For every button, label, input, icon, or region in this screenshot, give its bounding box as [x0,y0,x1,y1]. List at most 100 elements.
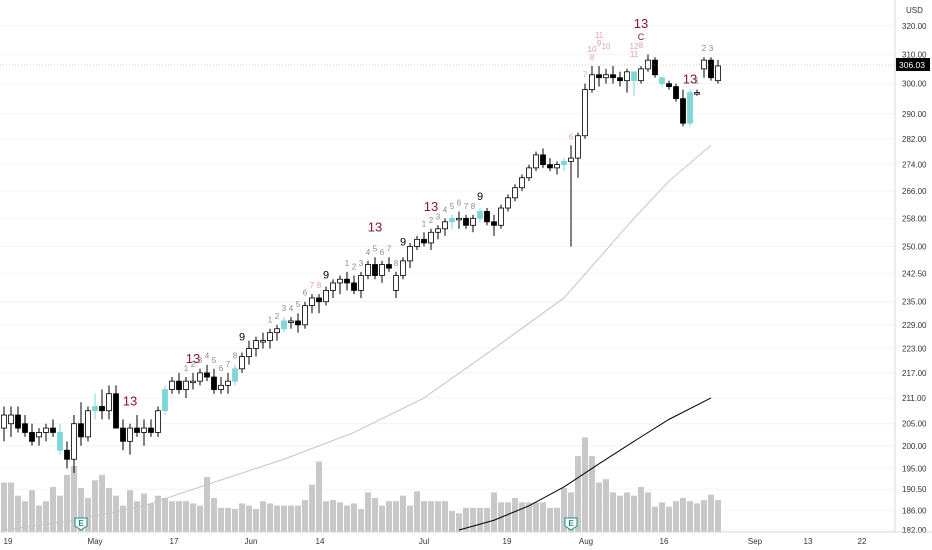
candle[interactable] [183,377,189,398]
candle[interactable] [358,271,364,298]
candle[interactable] [645,54,651,72]
candle[interactable] [407,242,413,269]
candle[interactable] [519,174,525,192]
candle[interactable] [57,423,63,455]
candle[interactable] [344,271,350,291]
candle[interactable] [393,271,399,298]
candle[interactable] [638,65,644,84]
candle[interactable] [526,164,532,182]
candle[interactable] [540,148,546,168]
candle[interactable] [603,68,609,84]
candle[interactable] [232,364,238,386]
candle[interactable] [442,218,448,236]
candle[interactable] [491,214,497,236]
candle[interactable] [533,151,539,172]
candlesticks[interactable] [1,54,721,473]
candle[interactable] [204,364,210,382]
candle[interactable] [337,275,343,295]
candle[interactable] [596,65,602,87]
candle[interactable] [575,132,581,178]
candle[interactable] [715,60,721,84]
candle[interactable] [421,232,427,247]
candle[interactable] [288,317,294,329]
candle[interactable] [309,294,315,314]
candle[interactable] [281,317,287,333]
candle[interactable] [666,80,672,90]
candle[interactable] [351,275,357,295]
candle[interactable] [617,71,623,87]
candle[interactable] [162,385,168,416]
candle[interactable] [372,257,378,280]
candle[interactable] [155,406,161,437]
candle[interactable] [680,89,686,127]
candle[interactable] [631,71,637,96]
candle[interactable] [400,257,406,280]
candle[interactable] [78,402,84,446]
candle[interactable] [694,89,700,96]
candle[interactable] [127,423,133,455]
candle[interactable] [316,294,322,314]
candle[interactable] [22,415,28,437]
candle[interactable] [211,368,217,394]
candle[interactable] [323,286,329,306]
candle[interactable] [302,301,308,329]
candle[interactable] [365,260,371,280]
candle[interactable] [498,204,504,229]
candle[interactable] [246,340,252,365]
candle[interactable] [260,332,266,349]
candle[interactable] [701,57,707,78]
price-axis[interactable]: USD 320.00 310.00 300.00 290.00 282.00 274.00… [894,0,927,535]
candle[interactable] [673,83,679,102]
candle[interactable] [470,214,476,233]
candle[interactable] [8,406,14,437]
candle[interactable] [512,184,518,202]
candle[interactable] [414,235,420,251]
candle[interactable] [463,214,469,229]
candle[interactable] [330,279,336,298]
candle[interactable] [176,372,182,394]
candle[interactable] [589,65,595,93]
candle[interactable] [659,77,665,87]
candle[interactable] [134,415,140,437]
candle[interactable] [554,161,560,175]
candle[interactable] [36,428,42,446]
candle[interactable] [624,68,630,93]
candle[interactable] [379,260,385,283]
candle[interactable] [169,377,175,394]
candle[interactable] [687,89,693,127]
candle[interactable] [428,228,434,251]
candle[interactable] [92,393,98,420]
candle[interactable] [386,257,392,272]
candle[interactable] [15,406,21,433]
candle[interactable] [449,214,455,229]
candle[interactable] [582,83,588,139]
candle[interactable] [190,372,196,390]
candle[interactable] [239,352,245,373]
candle[interactable] [85,406,91,442]
time-axis[interactable]: 19 May 17 Jun 14 Jul 19 Aug 16 Sep 13 22 [0,531,932,546]
candle[interactable] [99,389,105,420]
candle[interactable] [43,423,49,442]
candle[interactable] [113,385,119,429]
candle[interactable] [64,441,70,469]
candle[interactable] [267,328,273,349]
candle[interactable] [547,158,553,172]
candle[interactable] [274,324,280,341]
candle[interactable] [505,194,511,212]
candle[interactable] [1,406,7,442]
candle[interactable] [477,208,483,222]
candle[interactable] [218,377,224,394]
candle[interactable] [568,145,574,247]
candle[interactable] [652,57,658,78]
candle[interactable] [29,423,35,446]
candle[interactable] [708,57,714,81]
earnings-marker[interactable]: E [74,517,88,531]
candle[interactable] [148,419,154,437]
candle[interactable] [71,415,77,473]
candle[interactable] [225,372,231,394]
candle[interactable] [50,419,56,437]
candle[interactable] [295,313,301,333]
candle[interactable] [253,336,259,357]
